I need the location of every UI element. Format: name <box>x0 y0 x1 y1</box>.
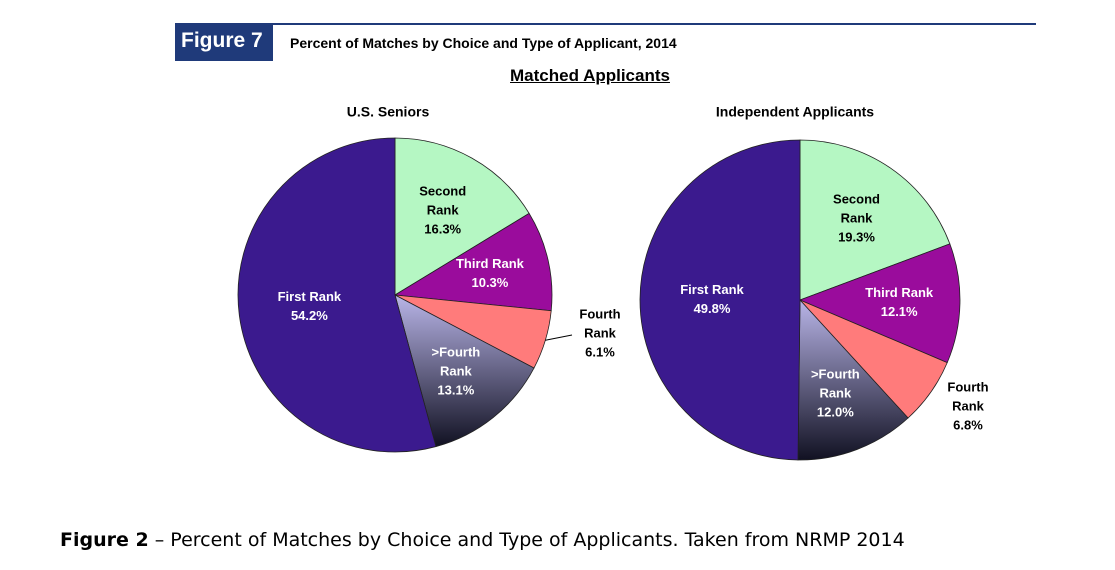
category-label: First Rank <box>680 282 744 298</box>
pie-title: U.S. Seniors <box>346 103 430 120</box>
pie-slice <box>237 137 437 453</box>
category-label: Third Rank <box>455 256 524 272</box>
slice-label: Third Rank 10.3% <box>440 254 540 292</box>
value-label: 13.1% <box>437 382 475 398</box>
leader-line <box>545 334 573 341</box>
value-label: 6.1% <box>585 344 615 360</box>
value-label: 6.8% <box>953 417 983 433</box>
category-label: Fourth Rank <box>579 306 621 341</box>
figure-title: Percent of Matches by Choice and Type of… <box>290 35 677 51</box>
category-label: Third Rank <box>865 285 934 301</box>
value-label: 54.2% <box>290 308 328 324</box>
slice-label: >Fourth Rank 12.0% <box>804 364 866 421</box>
value-label: 10.3% <box>471 275 509 291</box>
value-label: 19.3% <box>838 229 875 245</box>
category-label: Fourth Rank <box>947 379 989 414</box>
pie-slice <box>394 294 535 448</box>
category-label: Second Rank <box>833 191 880 226</box>
slice-label: >Fourth Rank 13.1% <box>425 342 487 399</box>
slice-label: Second Rank 19.3% <box>827 190 887 247</box>
category-label: Second Rank <box>419 183 467 218</box>
pie-slice <box>394 137 530 296</box>
slice-label: First Rank 54.2% <box>259 287 359 325</box>
pie-slice <box>797 298 909 461</box>
category-label: >Fourth Rank <box>810 366 860 401</box>
slice-label: First Rank 49.8% <box>662 280 762 318</box>
pie-slice <box>798 243 961 364</box>
caption: Figure 2 – Percent of Matches by Choice … <box>60 529 905 551</box>
caption-label: Figure 2 <box>60 529 149 551</box>
section-title: Matched Applicants <box>510 66 670 85</box>
slice-label: Third Rank 12.1% <box>849 283 949 321</box>
pie-title: Independent Applicants <box>715 103 875 120</box>
slice-label: Fourth Rank 6.1% <box>575 305 625 362</box>
value-label: 12.0% <box>816 404 854 420</box>
pie-slice <box>639 139 801 461</box>
figure-label-box <box>175 24 273 61</box>
category-label: >Fourth Rank <box>431 344 481 379</box>
figure-label: Figure 7 <box>181 29 263 52</box>
pie-slice <box>393 212 553 312</box>
slice-label: Fourth Rank 6.8% <box>943 378 993 435</box>
slice-label: Second Rank 16.3% <box>413 182 473 239</box>
pie-slice <box>799 139 951 301</box>
value-label: 16.3% <box>424 221 462 237</box>
value-label: 49.8% <box>693 301 731 317</box>
category-label: First Rank <box>277 289 342 305</box>
value-label: 12.1% <box>880 304 918 320</box>
caption-text: – Percent of Matches by Choice and Type … <box>154 529 905 551</box>
